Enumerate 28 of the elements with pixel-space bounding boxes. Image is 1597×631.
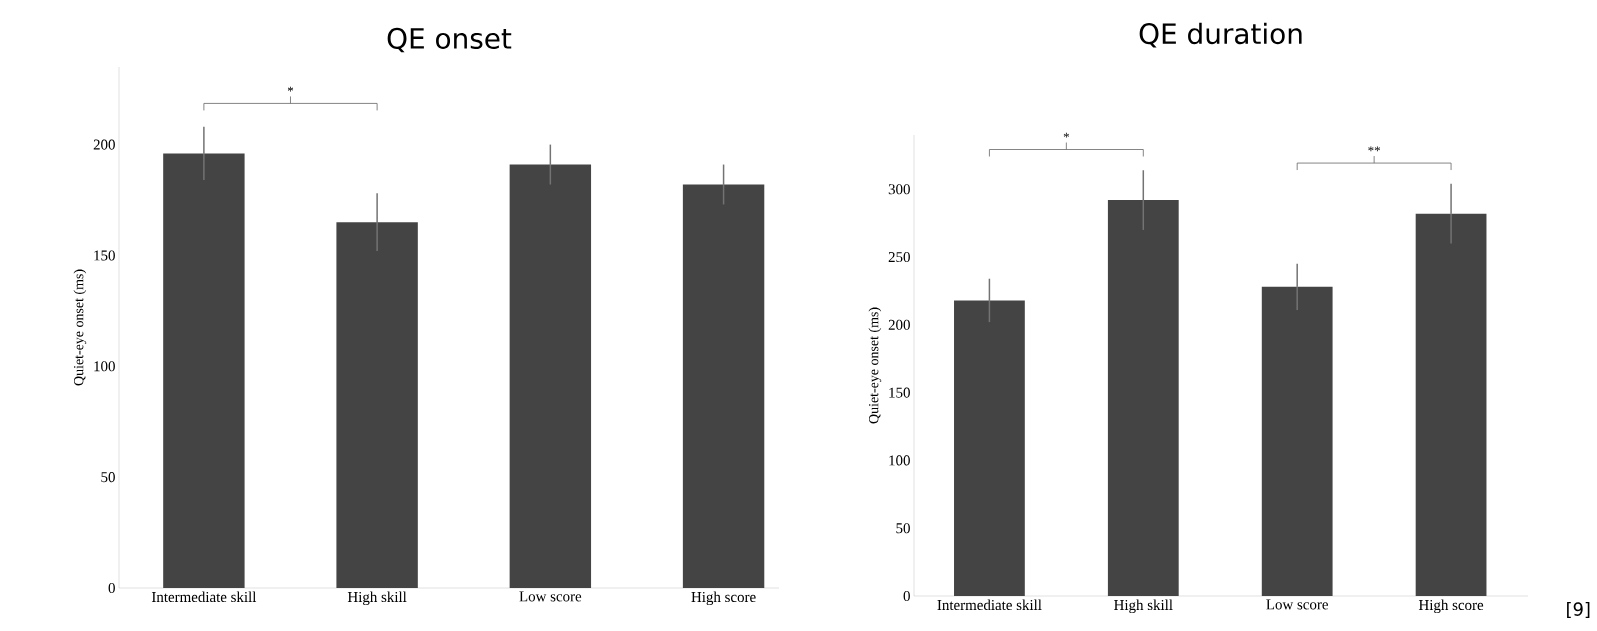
x-tick-label: High score xyxy=(691,591,756,606)
annotation: * xyxy=(1063,132,1069,138)
y-tick-label: 200 xyxy=(888,319,910,330)
y-tick-label: 250 xyxy=(888,251,910,263)
x-tick-label: Low score xyxy=(1266,599,1328,610)
x-tick-label: High score xyxy=(1418,599,1484,614)
y-axis-title: Quiet-eye onset (ms) xyxy=(868,307,882,424)
y-tick-label: 0 xyxy=(903,590,910,602)
y-tick-label: 0 xyxy=(108,582,115,594)
y-tick-label: 150 xyxy=(889,387,910,398)
y-axis-title: Quiet-eye onset (ms) xyxy=(73,269,87,386)
x-tick-label: High skill xyxy=(347,591,407,606)
y-tick-label: 100 xyxy=(94,361,115,372)
x-tick-label: Intermediate skill xyxy=(937,599,1042,611)
x-tick-label: Intermediate skill xyxy=(151,591,257,603)
chart-title: QE onset xyxy=(387,27,512,53)
y-tick-label: 50 xyxy=(896,523,910,534)
y-tick-label: 150 xyxy=(94,250,115,261)
chart-title: QE duration xyxy=(1139,22,1302,48)
annotation: ** xyxy=(1368,146,1380,152)
y-tick-label: 50 xyxy=(101,472,115,483)
y-tick-label: 100 xyxy=(889,455,910,466)
annotation: * xyxy=(287,86,294,92)
y-tick-label: 300 xyxy=(888,184,910,195)
y-tick-label: 200 xyxy=(93,139,115,150)
x-tick-label: Low score xyxy=(519,591,582,602)
x-tick-label: High skill xyxy=(1114,599,1173,614)
text: [9] xyxy=(1567,602,1590,618)
